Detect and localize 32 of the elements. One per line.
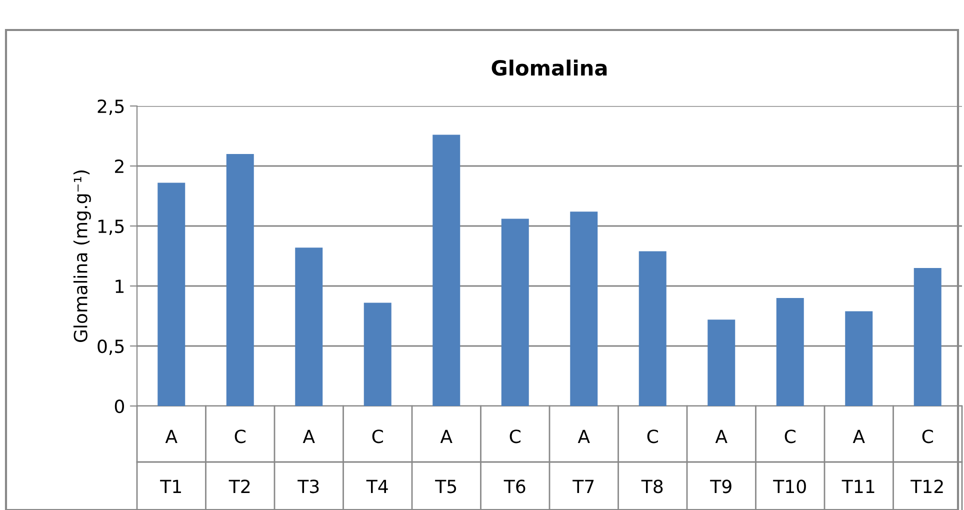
bar bbox=[364, 302, 392, 406]
category-label: A T1 bbox=[160, 430, 181, 493]
y-tick-label: 1 bbox=[116, 280, 124, 293]
bar bbox=[158, 182, 186, 406]
chart-title: Glomalina bbox=[492, 60, 607, 76]
y-tick-label: 0 bbox=[114, 399, 124, 414]
category-label: C T2 bbox=[228, 430, 250, 493]
y-axis-title: Glomalina (mg.g⁻¹) bbox=[73, 170, 91, 342]
category-label: C T6 bbox=[504, 430, 526, 494]
category-label: A T11 bbox=[842, 430, 874, 493]
bar bbox=[845, 311, 873, 406]
category-label: C T12 bbox=[910, 430, 943, 493]
bar bbox=[226, 154, 254, 406]
bar bbox=[570, 212, 598, 406]
y-tick-label: 2,5 bbox=[98, 99, 124, 115]
category-label: C T8 bbox=[641, 430, 663, 494]
bar bbox=[638, 251, 666, 406]
bar bbox=[432, 134, 460, 406]
bar bbox=[295, 248, 323, 406]
y-tick-label: 2 bbox=[115, 159, 124, 173]
bar bbox=[776, 298, 804, 406]
category-label: A T9 bbox=[710, 430, 732, 494]
y-tick-label: 0,5 bbox=[98, 339, 124, 355]
bar bbox=[914, 268, 942, 406]
y-tick-label: 1,5 bbox=[98, 220, 124, 235]
bar bbox=[501, 218, 529, 406]
category-label: A T7 bbox=[572, 430, 594, 493]
category-label: A T5 bbox=[435, 430, 456, 494]
category-label: A T3 bbox=[298, 430, 319, 494]
category-label: C T10 bbox=[773, 430, 806, 494]
bar bbox=[708, 320, 736, 406]
category-label: C T4 bbox=[366, 430, 388, 493]
